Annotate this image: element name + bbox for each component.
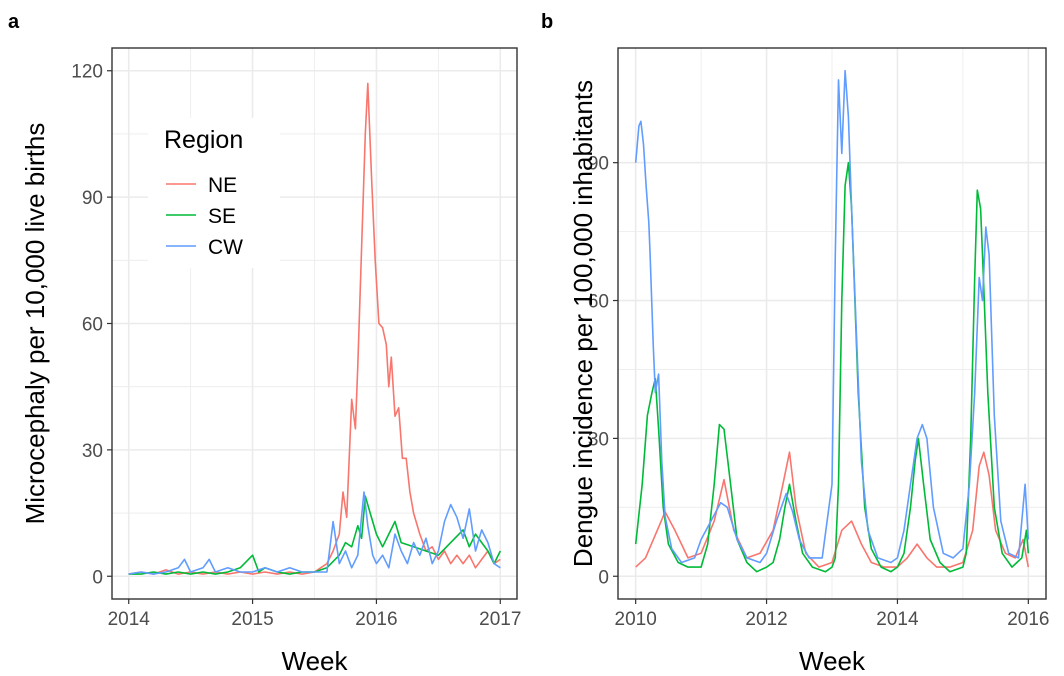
x-tick-label: 2016: [355, 609, 397, 630]
legend-label-ne: NE: [208, 174, 237, 197]
y-tick-label: 0: [598, 567, 609, 588]
series-line-cw: [128, 491, 501, 575]
x-tick-label: 2017: [479, 609, 521, 630]
series-line-se: [634, 161, 1030, 573]
series-group: [634, 69, 1030, 573]
legend-title: Region: [164, 126, 243, 154]
series-line-se: [128, 495, 502, 575]
x-axis-title: Week: [799, 646, 866, 676]
panel-a-letter: a: [8, 11, 20, 33]
y-axis-title: Dengue incidence per 100,000 inhabitants: [568, 80, 598, 567]
y-tick-label: 120: [71, 62, 103, 83]
legend-label-se: SE: [208, 205, 236, 228]
panel-a-chart: 2014 2015 2016 2017 0 30 60 90 120 Week Microcepha…: [20, 47, 521, 676]
x-tick-label: 2012: [745, 609, 787, 630]
y-tick-label: 60: [588, 292, 609, 313]
x-tick-label: 2010: [615, 609, 657, 630]
x-axis-title: Week: [282, 646, 349, 676]
x-tick-label: 2015: [231, 609, 273, 630]
panel-b-chart: 2010 2012 2014 2016 0 30 60 90 Week Dengue incide…: [568, 47, 1049, 676]
y-tick-label: 90: [588, 154, 609, 175]
panel-border: [617, 47, 1047, 600]
y-tick-label: 60: [82, 315, 103, 336]
y-tick-label: 0: [92, 567, 103, 588]
series-group: [128, 82, 502, 575]
y-tick-label: 30: [82, 441, 103, 462]
x-tick-label: 2014: [876, 609, 919, 630]
legend-label-cw: CW: [208, 236, 243, 259]
y-axis-title: Microcephaly per 10,000 live births: [20, 123, 50, 525]
x-tick-label: 2014: [108, 609, 151, 630]
panel-b-letter: b: [541, 11, 553, 33]
series-line-cw: [634, 69, 1030, 564]
legend: Region NE SE CW: [148, 118, 280, 268]
x-tick-label: 2016: [1007, 609, 1049, 630]
gridlines: [618, 48, 1046, 599]
y-tick-label: 90: [82, 188, 103, 209]
legend-background: [148, 118, 280, 268]
y-tick-label: 30: [588, 429, 609, 450]
